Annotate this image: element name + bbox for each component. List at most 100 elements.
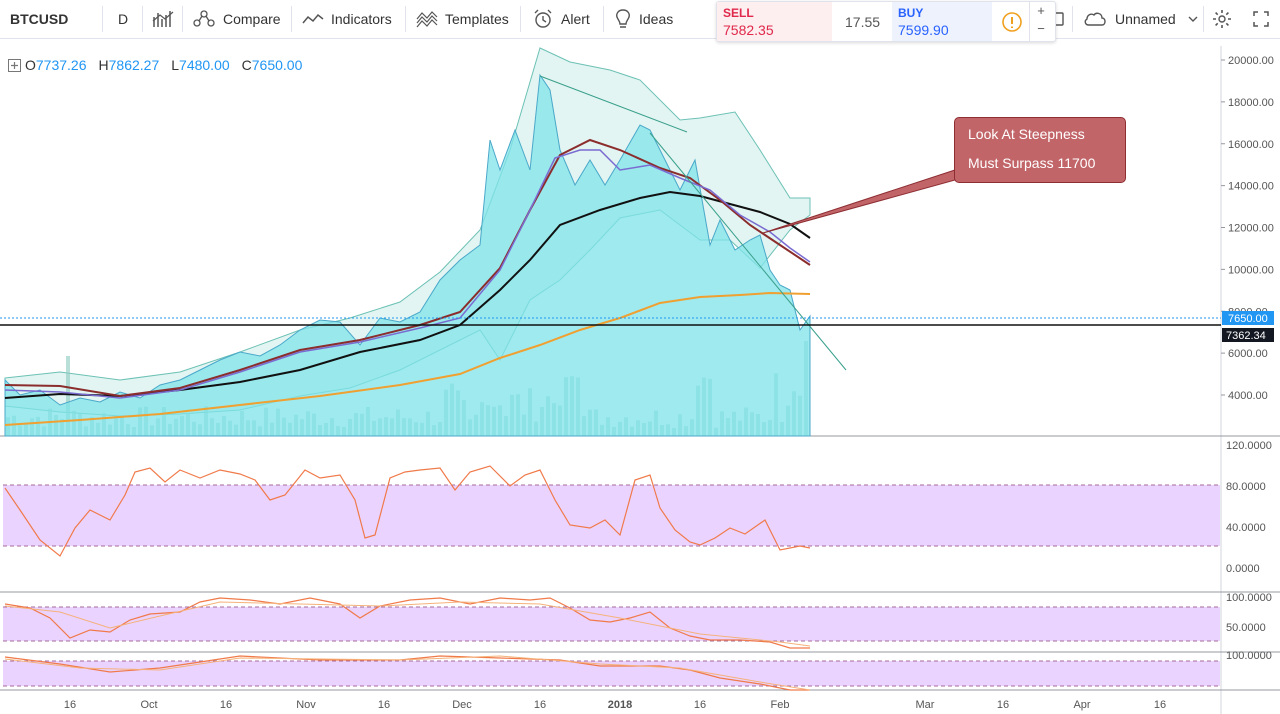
time-tick-label: Apr [1073, 699, 1090, 711]
level-price-label: 7362.34 [1226, 330, 1266, 342]
time-tick-label: Oct [140, 699, 157, 711]
time-tick-label: 16 [378, 699, 390, 711]
time-tick-label: 16 [220, 699, 232, 711]
rsi-tick-label: 120.0000 [1226, 440, 1272, 452]
sell-button[interactable]: SELL 7582.35 [717, 2, 832, 41]
open-key: O [25, 57, 36, 73]
price-tick-label: 12000.00 [1228, 223, 1274, 235]
stoch-tick-label: 50.0000 [1226, 622, 1266, 634]
sell-label: SELL [723, 6, 754, 20]
price-tick-label: 6000.00 [1228, 348, 1268, 360]
trade-panel: SELL 7582.35 17.55 BUY 7599.90 + − [716, 1, 1056, 42]
time-tick-label: Nov [296, 699, 316, 711]
expand-icon [1253, 11, 1269, 27]
cloud-icon [1084, 12, 1106, 26]
indicators-button[interactable]: Indicators [302, 0, 392, 38]
level-badge [1222, 328, 1274, 342]
stoch-line [4, 597, 810, 649]
ideas-label: Ideas [639, 11, 674, 27]
close-key: C [241, 57, 252, 73]
alert-button[interactable]: Alert [532, 0, 590, 38]
time-tick-label: Dec [452, 699, 472, 711]
time-tick-label: 16 [534, 699, 546, 711]
info-icon[interactable] [1001, 11, 1023, 33]
rsi-tick-label: 40.0000 [1226, 522, 1266, 534]
increase-button[interactable]: + [1037, 3, 1045, 18]
osc3-band [3, 661, 1220, 686]
stoch-signal-line [4, 601, 811, 647]
price-tick-label: 10000.00 [1228, 264, 1274, 276]
stoch-tick-label: 100.0000 [1226, 592, 1272, 604]
ma-orange [4, 291, 811, 426]
time-tick-label: Mar [916, 699, 935, 711]
time-tick-label: 2018 [608, 699, 632, 711]
sell-price: 7582.35 [723, 22, 774, 38]
compare-label: Compare [223, 11, 281, 27]
last-price-badge [1222, 311, 1274, 325]
time-tick-label: Feb [771, 699, 790, 711]
rsi-tick-label: 80.0000 [1226, 481, 1266, 493]
price-tick-label: 20000.00 [1228, 55, 1274, 67]
price-tick-label: 16000.00 [1228, 139, 1274, 151]
spread-value: 17.55 [845, 14, 881, 30]
stoch-band [3, 607, 1220, 641]
rsi-line [4, 465, 811, 557]
close-value: 7650.00 [251, 57, 303, 73]
interval-label: D [118, 11, 129, 27]
chart-style-button[interactable] [152, 0, 174, 38]
interval-button[interactable]: D [118, 0, 128, 38]
high-value: 7862.27 [108, 57, 160, 73]
indicators-icon [302, 13, 324, 24]
alarm-clock-icon [534, 9, 552, 28]
trendline-upper [539, 75, 688, 133]
price-tick-label: 14000.00 [1228, 181, 1274, 193]
price-tick-label: 4000.00 [1228, 390, 1268, 402]
symbol-search-button[interactable]: BTCUSD [10, 0, 68, 38]
indicators-label: Indicators [331, 11, 392, 27]
time-tick-label: 16 [64, 699, 76, 711]
price-area [4, 73, 811, 437]
templates-icon [416, 11, 438, 28]
rsi-tick-label: 0.0000 [1226, 563, 1260, 575]
templates-button[interactable]: Templates [416, 0, 509, 38]
settings-button[interactable] [1212, 0, 1232, 38]
ohlc-legend: O 7737.26 H 7862.27 L 7480.00 C 7650.00 [8, 57, 310, 73]
last-price-label: 7650.00 [1228, 313, 1268, 325]
bar-chart-style-icon [152, 11, 174, 27]
compare-button[interactable]: Compare [192, 0, 281, 38]
volume-bar [66, 356, 70, 436]
templates-label: Templates [445, 11, 509, 27]
trendline-lower [649, 132, 847, 371]
layout-name-label: Unnamed [1115, 11, 1176, 27]
save-layout-button[interactable]: Unnamed [1082, 0, 1198, 38]
buy-button[interactable]: BUY 7599.90 [892, 2, 992, 41]
compare-icon [193, 10, 215, 27]
high-key: H [98, 57, 109, 73]
time-tick-label: 16 [1154, 699, 1166, 711]
annotation-callout[interactable]: Look At Steepness Must Surpass 11700 [954, 117, 1126, 183]
collapse-legend-icon[interactable] [8, 58, 21, 72]
open-value: 7737.26 [35, 57, 87, 73]
decrease-button[interactable]: − [1037, 21, 1045, 36]
time-tick-label: 16 [997, 699, 1009, 711]
ideas-button[interactable]: Ideas [614, 0, 673, 38]
fullscreen-button[interactable] [1252, 0, 1270, 38]
gear-icon [1213, 10, 1231, 28]
alert-label: Alert [561, 11, 590, 27]
chevron-down-icon [1188, 16, 1198, 22]
buy-price: 7599.90 [898, 22, 949, 38]
lightbulb-icon [616, 9, 630, 28]
low-value: 7480.00 [179, 57, 230, 73]
osc3-signal-line [4, 655, 811, 691]
quantity-stepper[interactable]: + − [1029, 2, 1052, 41]
symbol-label: BTCUSD [10, 11, 69, 27]
low-key: L [171, 57, 180, 73]
price-tick-label: 18000.00 [1228, 97, 1274, 109]
time-tick-label: 16 [694, 699, 706, 711]
rsi-band [3, 485, 1220, 546]
buy-label: BUY [898, 6, 924, 20]
ma-purple [4, 149, 811, 399]
osc3-tick-label: 100.0000 [1226, 650, 1272, 662]
annotation-line-1: Look At Steepness [968, 126, 1085, 142]
